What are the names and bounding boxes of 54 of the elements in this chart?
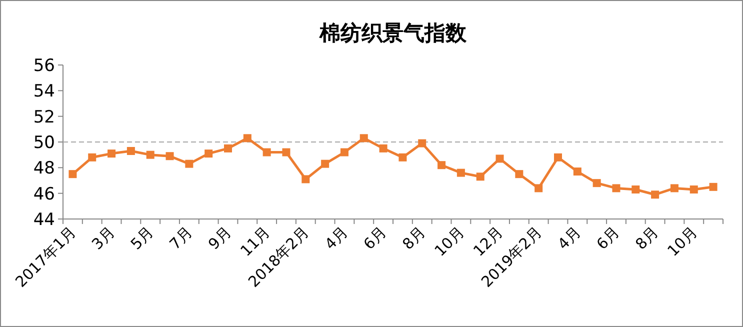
- x-tick-label: 7月: [166, 223, 196, 254]
- point: [243, 134, 252, 142]
- point: [632, 185, 640, 194]
- point: [321, 160, 330, 168]
- x-tick-label: 6月: [360, 223, 390, 254]
- point: [108, 150, 116, 158]
- point: [496, 154, 504, 163]
- point: [438, 161, 446, 170]
- point: [418, 139, 426, 148]
- point: [88, 153, 96, 162]
- point: [670, 184, 678, 192]
- x-tick-label: 3月: [88, 223, 118, 254]
- point: [146, 150, 154, 159]
- point: [612, 184, 620, 192]
- y-tick-label: 50: [33, 133, 55, 153]
- x-tick-label: 6月: [592, 223, 624, 254]
- point: [476, 172, 484, 181]
- x-tick-label: 4月: [554, 223, 584, 254]
- point: [534, 184, 543, 192]
- point: [456, 168, 465, 177]
- x-tick-label: 10月: [664, 223, 701, 260]
- point: [126, 146, 135, 155]
- point: [379, 144, 388, 152]
- point: [224, 144, 232, 152]
- x-tick-label: 9月: [204, 223, 235, 254]
- point: [360, 134, 368, 142]
- x-tick-label: 8月: [398, 223, 429, 254]
- x-tick-label: 5月: [127, 223, 158, 254]
- point: [651, 190, 660, 199]
- point: [709, 182, 718, 191]
- point: [68, 170, 77, 178]
- y-tick-label: 44: [33, 210, 55, 230]
- point: [302, 175, 310, 184]
- point: [262, 148, 271, 156]
- y-tick-label: 54: [33, 82, 55, 102]
- y-tick-label: 56: [33, 56, 55, 76]
- y-tick-label: 48: [33, 158, 55, 179]
- point: [592, 179, 601, 188]
- y-tick-label: 52: [33, 107, 55, 128]
- y-tick-label: 46: [33, 184, 55, 204]
- point: [185, 160, 194, 168]
- point: [515, 170, 524, 178]
- chart-title: 棉纺织景气指数: [318, 21, 468, 45]
- x-tick-label: 8月: [632, 223, 662, 254]
- point: [166, 152, 174, 160]
- x-tick-label: 10月: [430, 223, 468, 260]
- point: [398, 153, 407, 162]
- point: [554, 153, 562, 162]
- point: [340, 148, 348, 156]
- point: [690, 185, 698, 194]
- point: [282, 148, 290, 156]
- point: [204, 150, 213, 158]
- x-tick-label: 4月: [321, 223, 352, 254]
- point: [573, 168, 582, 176]
